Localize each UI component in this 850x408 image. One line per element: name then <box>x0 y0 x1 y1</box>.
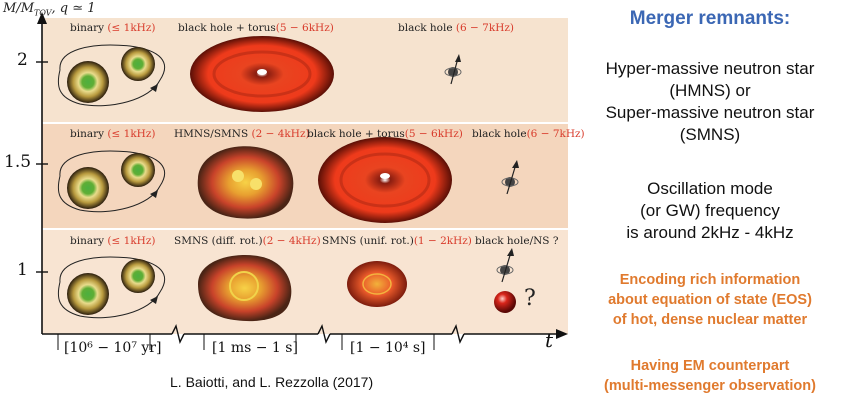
row1-stage2-label: black hole (6 − 7kHz) <box>398 22 514 34</box>
time-label-s: [1 − 10⁴ s] <box>350 340 426 356</box>
row2-stage2-label: black hole + torus(5 − 6kHz) <box>307 128 463 140</box>
row3-stage1-label: SMNS (diff. rot.)(2 − 4kHz) <box>174 235 321 247</box>
row3-binary-label: binary (≤ 1kHz) <box>70 235 156 247</box>
eos-note: Encoding rich information about equation… <box>608 272 812 328</box>
em-counterpart-note: Having EM counterpart (multi-messenger o… <box>604 358 816 394</box>
y-tick-1-5: 1.5 <box>4 152 32 172</box>
row1-binary-label: binary (≤ 1kHz) <box>70 22 156 34</box>
time-label-ms: [1 ms − 1 s] <box>212 340 298 356</box>
torus-middle <box>318 137 452 223</box>
row2-stage1-label: HMNS/SMNS (2 − 4kHz) <box>174 128 310 140</box>
x-axis-label: t <box>545 328 554 352</box>
binary-illustration-middle <box>57 150 166 213</box>
row1-stage1-label: black hole + torus(5 − 6kHz) <box>178 22 334 34</box>
question-mark: ? <box>524 286 536 311</box>
y-tick-2: 2 <box>17 50 28 70</box>
row2-stage3-label: black hole(6 − 7kHz) <box>472 128 585 140</box>
black-hole-middle <box>501 160 519 195</box>
hmns-smns-description: Hyper-massive neutron star (HMNS) or Sup… <box>605 59 815 144</box>
time-label-binary: [10⁶ − 10⁷ yr] <box>64 340 162 356</box>
row2-binary-label: binary (≤ 1kHz) <box>70 128 156 140</box>
row3-stage2-label: SMNS (unif. rot.)(1 − 2kHz) <box>322 235 472 247</box>
hmns-blob <box>197 146 294 219</box>
smns-diff-blob <box>198 255 292 322</box>
y-tick-1: 1 <box>17 260 28 280</box>
binary-illustration-top <box>57 44 166 107</box>
citation-credit: L. Baiotti, and L. Rezzolla (2017) <box>170 374 374 390</box>
binary-illustration-bottom <box>57 256 166 319</box>
frequency-description: Oscillation mode (or GW) frequency is ar… <box>626 179 794 242</box>
x-axis-arrow <box>556 329 568 339</box>
neutron-star-ball <box>494 291 516 313</box>
row3-stage3-label: black hole/NS ? <box>475 235 559 247</box>
smns-unif-blob <box>347 261 407 307</box>
torus-top <box>190 36 334 112</box>
y-axis-label: M/MTOV, q ≃ 1 <box>3 1 96 18</box>
black-hole-top <box>444 54 462 85</box>
right-panel-title: Merger remnants: <box>629 8 791 29</box>
y-axis-arrow <box>37 12 47 24</box>
black-hole-bottom <box>496 248 514 283</box>
